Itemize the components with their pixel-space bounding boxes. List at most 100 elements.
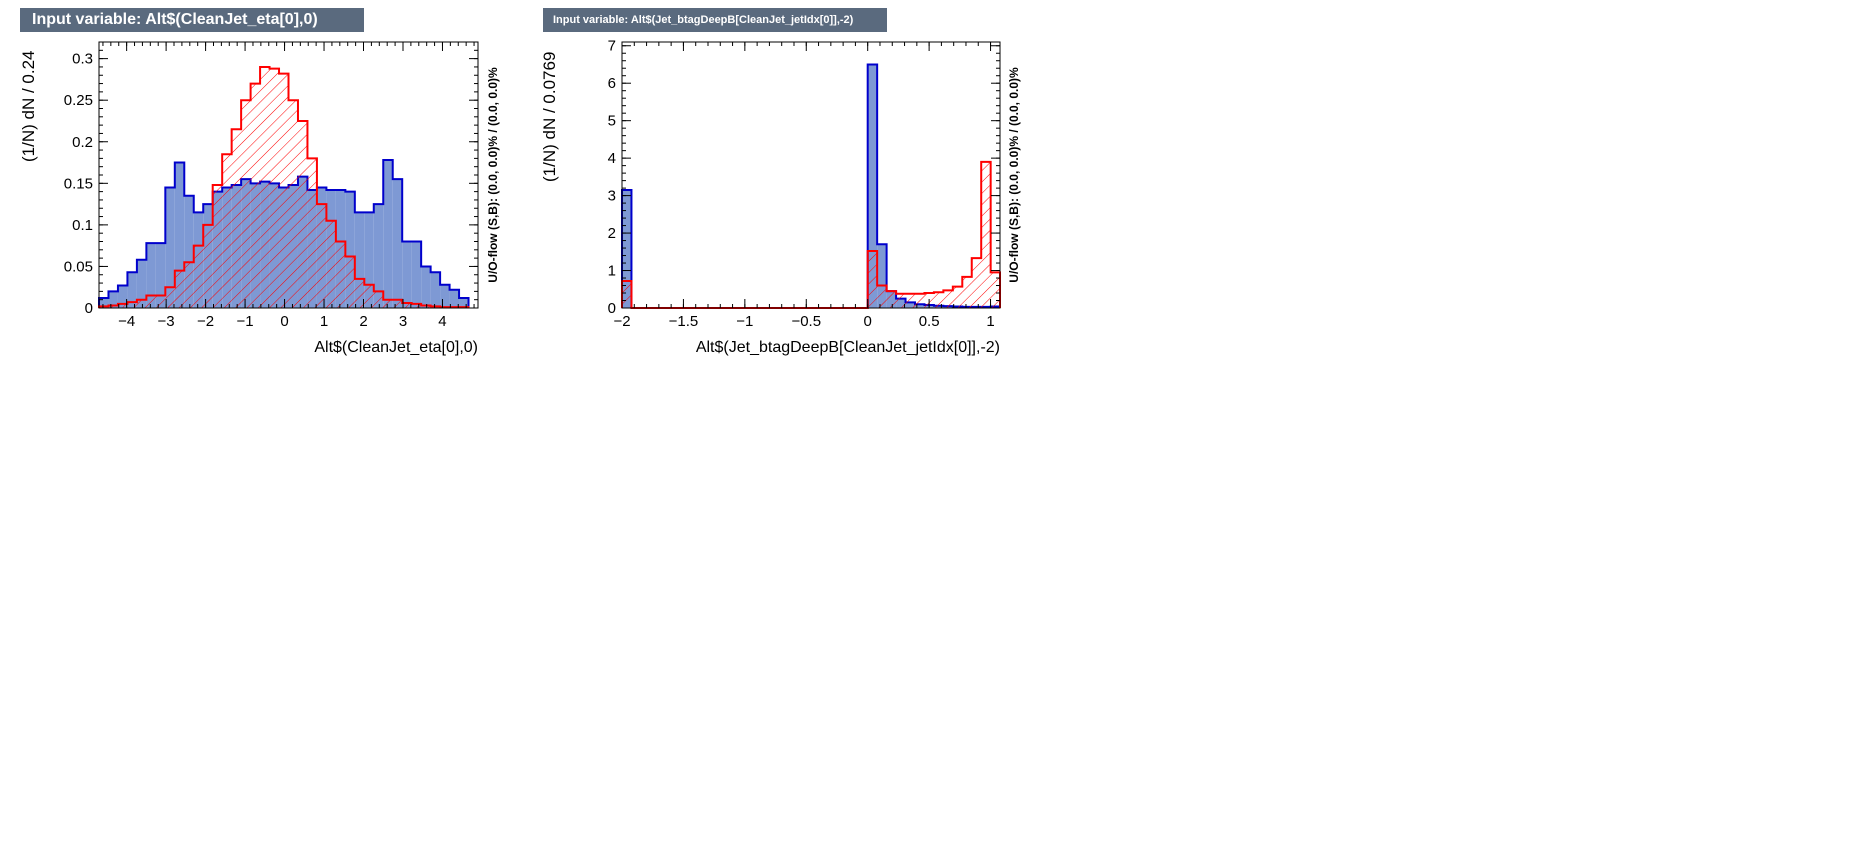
x-tick-label: −0.5 — [791, 313, 821, 330]
y-axis: 0 1 2 3 4 5 6 7 — [608, 38, 1000, 317]
histogram-bar — [127, 302, 137, 308]
histogram-bar — [193, 245, 204, 308]
y-tick-label: 0.25 — [64, 92, 93, 109]
x-tick-label: 3 — [399, 313, 407, 330]
histogram-bar — [335, 241, 346, 308]
histogram-bar — [877, 285, 887, 308]
y-tick-label: 2 — [608, 225, 616, 242]
x-tick-label: 0 — [280, 313, 288, 330]
histogram-bar — [440, 284, 450, 308]
histogram-bar — [981, 161, 991, 308]
histogram-bar — [622, 189, 632, 308]
y-tick-label: 0.3 — [72, 51, 93, 68]
x-tick-label: −1 — [736, 313, 753, 330]
histogram-bar — [241, 100, 251, 308]
histogram-bar — [962, 276, 972, 308]
y-tick-label: 0 — [85, 300, 93, 317]
x-tick-label: −4 — [118, 313, 135, 330]
histogram-bar — [108, 291, 118, 308]
histogram-bar — [392, 299, 403, 308]
histogram-bar — [127, 272, 137, 308]
histogram-bar — [117, 303, 128, 308]
histogram-bar — [402, 303, 412, 308]
chart-panel-eta: Input variable: Alt$(CleanJet_eta[0],0) … — [0, 0, 530, 380]
histogram-outline — [621, 63, 1001, 309]
histogram-bar — [354, 212, 365, 308]
histogram-bar — [288, 100, 298, 308]
histogram-bar — [421, 266, 431, 308]
x-tick-label: 0.5 — [919, 313, 940, 330]
histogram-bar — [896, 293, 906, 308]
histogram-bar — [108, 305, 118, 308]
histogram-bar — [212, 184, 223, 308]
histogram-bar — [392, 179, 403, 308]
chart-btag: −2 −1.5 −1 −0.5 0 0.5 1 0 1 2 3 4 5 6 7 Alt$(Jet_btagDe… — [608, 38, 1021, 356]
histogram-bar — [364, 212, 374, 308]
x-tick-label: −2 — [613, 313, 630, 330]
chart-title: Input variable: Alt$(Jet_btagDeepB[Clean… — [543, 8, 887, 32]
chart-title: Input variable: Alt$(CleanJet_eta[0],0) — [20, 8, 364, 32]
y-tick-label: 0.05 — [64, 258, 93, 275]
x-tick-label: −1 — [237, 313, 254, 330]
histogram-bar — [914, 293, 925, 308]
histogram-bar — [867, 64, 878, 308]
histogram-bar — [260, 66, 270, 308]
histogram-bar — [459, 298, 469, 308]
histogram-bar — [165, 287, 175, 308]
x-axis: −4 −3 −2 −1 0 1 2 3 4 — [102, 42, 475, 330]
histogram-bar — [184, 262, 194, 308]
y-tick-label: 0.2 — [72, 134, 93, 151]
x-tick-label: 0 — [864, 313, 872, 330]
histogram-outline — [621, 160, 1001, 309]
series-background — [98, 65, 470, 309]
histogram-bar — [326, 220, 336, 308]
x-tick-label: 1 — [320, 313, 328, 330]
histogram-bar — [269, 68, 280, 308]
histogram-outline — [98, 65, 470, 309]
histogram-bar — [316, 204, 327, 308]
x-tick-label: 2 — [359, 313, 367, 330]
histogram-bar — [174, 162, 185, 308]
histogram-bar — [250, 83, 261, 308]
histogram-bar — [943, 290, 953, 308]
histogram-bar — [345, 191, 355, 308]
histogram-bar — [421, 305, 431, 308]
histogram-bar — [99, 298, 109, 308]
histogram-bar — [411, 241, 422, 308]
histogram-bar — [146, 295, 156, 308]
x-tick-label: −1.5 — [669, 313, 699, 330]
x-axis: −2 −1.5 −1 −0.5 0 0.5 1 — [613, 42, 995, 330]
y-tick-label: 1 — [608, 263, 616, 280]
y-tick-label: 3 — [608, 188, 616, 205]
x-tick-label: −2 — [197, 313, 214, 330]
series-signal — [621, 63, 1001, 309]
histogram-bar — [373, 204, 384, 308]
histogram-bar — [971, 258, 982, 308]
histogram-bar — [933, 292, 944, 308]
x-tick-label: 1 — [986, 313, 994, 330]
x-axis-label: Alt$(CleanJet_eta[0],0) — [314, 339, 478, 356]
y-tick-label: 0 — [608, 300, 616, 317]
y-tick-label: 7 — [608, 38, 616, 55]
histogram-bar — [136, 259, 147, 308]
histogram-bar — [155, 295, 166, 308]
x-tick-label: −3 — [158, 313, 175, 330]
histogram-bar — [297, 120, 308, 308]
histogram-bar — [430, 272, 441, 308]
histogram-bar — [165, 187, 175, 308]
histogram-bar — [952, 286, 963, 308]
histogram-bar — [354, 278, 365, 308]
histogram-bar — [622, 281, 632, 308]
histogram-bar — [307, 158, 317, 308]
y-tick-label: 6 — [608, 75, 616, 92]
histogram-bar — [222, 154, 232, 308]
histogram-bar — [411, 303, 422, 308]
histogram-bar — [146, 243, 156, 308]
histogram-bar — [886, 291, 897, 308]
histogram-bar — [136, 299, 147, 308]
histogram-bar — [364, 284, 374, 308]
y-tick-label: 0.1 — [72, 217, 93, 234]
histogram-bar — [449, 289, 460, 308]
histogram-bar — [279, 73, 289, 309]
x-axis-label: Alt$(Jet_btagDeepB[CleanJet_jetIdx[0]],-… — [696, 339, 1000, 356]
